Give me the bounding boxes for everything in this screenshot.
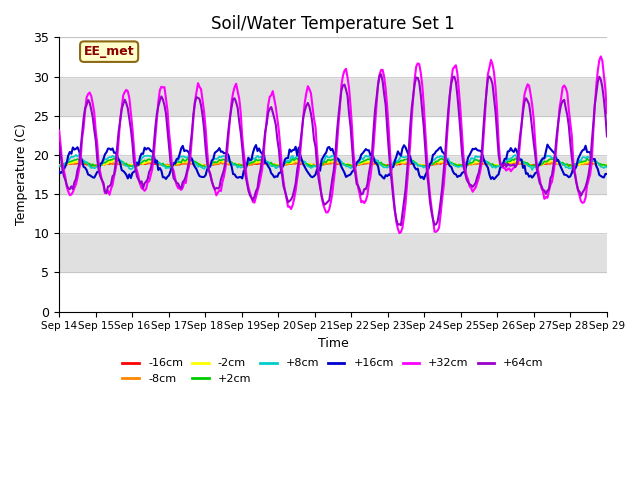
Title: Soil/Water Temperature Set 1: Soil/Water Temperature Set 1 [211, 15, 455, 33]
Bar [59, 116, 607, 155]
Bar [59, 194, 607, 233]
Y-axis label: Temperature (C): Temperature (C) [15, 123, 28, 226]
Bar [59, 233, 607, 273]
Bar [59, 37, 607, 76]
Bar [59, 273, 607, 312]
Bar [59, 76, 607, 116]
Text: EE_met: EE_met [84, 45, 134, 58]
X-axis label: Time: Time [317, 337, 348, 350]
Legend: -16cm, -8cm, -2cm, +2cm, +8cm, +16cm, +32cm, +64cm: -16cm, -8cm, -2cm, +2cm, +8cm, +16cm, +3… [118, 354, 548, 388]
Bar [59, 155, 607, 194]
Bar [59, 0, 607, 37]
